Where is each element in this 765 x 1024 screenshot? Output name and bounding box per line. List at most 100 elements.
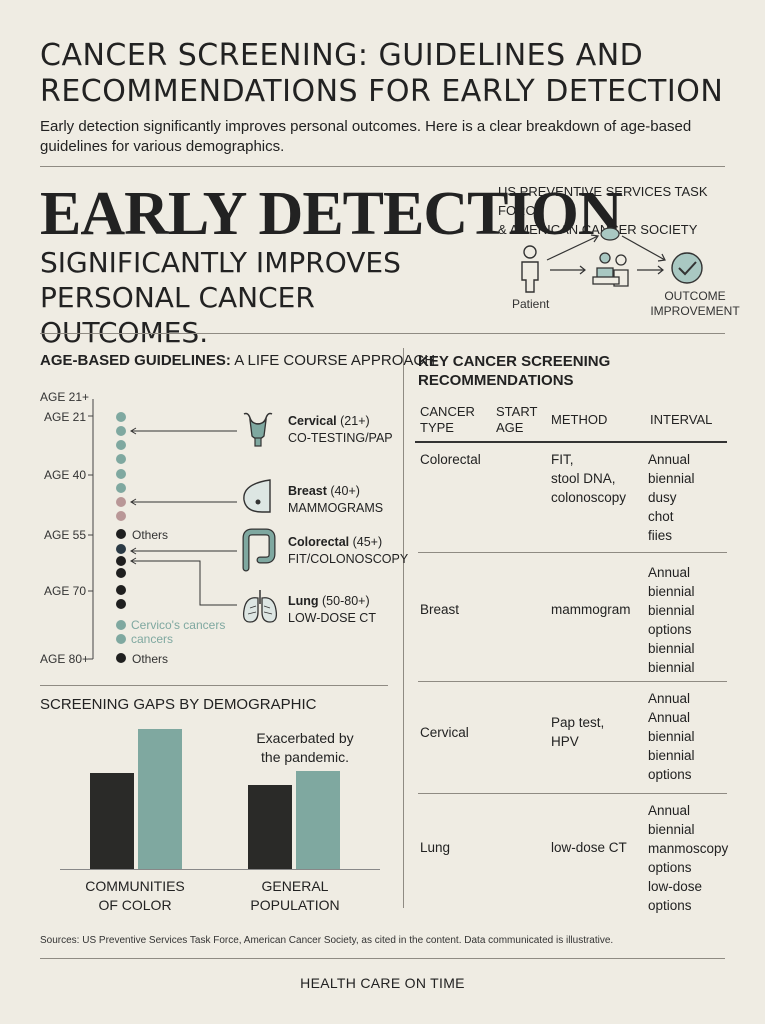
interval-line: biennial	[648, 641, 695, 656]
age-dot	[116, 511, 126, 521]
guideline-lung-age: (50-80+)	[318, 594, 370, 608]
col-header-start-line-2: AGE	[496, 420, 524, 435]
column-divider	[403, 348, 404, 908]
row-colorectal-interval: Annual biennial dusy chot fiies	[648, 450, 695, 545]
col-header-start-line-1: START	[496, 404, 538, 419]
guideline-lung: Lung (50-80+) LOW-DOSE CT	[288, 593, 376, 627]
subtitle-line-1: Early detection significantly improves p…	[40, 118, 692, 135]
guideline-breast-method: MAMMOGRAMS	[288, 501, 384, 515]
others-label-2: Others	[132, 652, 169, 666]
guideline-lung-name: Lung	[288, 594, 319, 608]
hero-subhead-line-2: PERSONAL CANCER OUTCOMES.	[40, 281, 315, 349]
legend-dot-cancers	[116, 634, 126, 644]
title-line-2: RECOMMENDATIONS FOR EARLY DETECTION	[40, 74, 724, 109]
outcome-label: OUTCOME IMPROVEMENT	[650, 289, 740, 319]
interval-line: options	[648, 767, 692, 782]
age-label-70: AGE 70	[44, 584, 87, 598]
method-line: Pap test,	[551, 715, 605, 730]
age-label-21: AGE 21	[44, 410, 87, 424]
table-heading-line-1: KEY CANCER SCREENING	[418, 353, 611, 370]
col-header-type-line-2: TYPE	[420, 420, 454, 435]
bar-1-0	[248, 785, 292, 870]
row-breast-type: Breast	[420, 602, 460, 617]
age-dot	[116, 497, 126, 507]
age-dot	[116, 556, 126, 566]
row-cervical-interval: Annual Annual biennial biennial options	[648, 689, 695, 784]
patient-icon	[521, 245, 539, 293]
outcome-label-line-2: IMPROVEMENT	[650, 304, 740, 318]
subtitle-line-2: guidelines for various demographics.	[40, 138, 285, 155]
bar-0-0	[90, 773, 134, 870]
row-colorectal-method: FIT, stool DNA, colonoscopy	[551, 450, 626, 507]
colon-icon	[242, 528, 276, 572]
patient-flow-diagram	[521, 227, 703, 293]
age-heading-rest: A LIFE COURSE APPROACH	[230, 352, 436, 369]
bar-label-communities: COMMUNITIES OF COLOR	[70, 877, 200, 915]
gaps-heading: SCREENING GAPS BY DEMOGRAPHIC	[40, 696, 317, 713]
outcome-label-line-1: OUTCOME	[664, 289, 726, 303]
row-breast-interval: Annual biennial biennial options biennia…	[648, 563, 695, 677]
others-label-1: Others	[132, 528, 169, 542]
footer-brand: HEALTH CARE ON TIME	[300, 975, 465, 991]
interval-line: biennial	[648, 822, 695, 837]
guideline-cervical-method: CO-TESTING/PAP	[288, 431, 393, 445]
age-dot	[116, 483, 126, 493]
divider-gaps	[40, 685, 388, 686]
interval-line: low-dose	[648, 879, 703, 894]
age-label-55: AGE 55	[44, 528, 87, 542]
interval-line: manmoscopy	[648, 841, 729, 856]
interval-line: biennial	[648, 584, 695, 599]
age-label-40: AGE 40	[44, 468, 87, 482]
bar-1-1	[296, 771, 340, 870]
method-line: HPV	[551, 734, 579, 749]
age-axis	[88, 399, 94, 660]
age-dot	[116, 529, 126, 539]
row-divider	[418, 681, 727, 682]
table-header-rule	[415, 441, 727, 443]
gaps-annotation-line-2: the pandemic.	[261, 749, 349, 765]
age-section-heading: AGE-BASED GUIDELINES: A LIFE COURSE APPR…	[40, 352, 435, 369]
hero-subhead: SIGNIFICANTLY IMPROVES PERSONAL CANCER O…	[40, 245, 490, 350]
method-line: FIT,	[551, 452, 574, 467]
col-header-type: CANCER TYPE	[420, 404, 475, 436]
outcome-check-icon	[671, 252, 703, 284]
hero-source-line-2: & AMERICAN CANCER SOCIETY	[498, 222, 698, 237]
age-dot	[116, 454, 126, 464]
patient-label: Patient	[512, 297, 550, 311]
guideline-cervical: Cervical (21+) CO-TESTING/PAP	[288, 413, 393, 447]
method-line: stool DNA,	[551, 471, 616, 486]
interval-line: biennial	[648, 660, 695, 675]
interval-line: biennial	[648, 748, 695, 763]
age-dot	[116, 599, 126, 609]
interval-line: Annual	[648, 710, 691, 725]
age-dot	[116, 440, 126, 450]
divider-footer	[40, 958, 725, 959]
gaps-annotation-line-1: Exacerbated by	[256, 730, 354, 746]
guideline-breast-name: Breast	[288, 484, 327, 498]
guideline-colorectal: Colorectal (45+) FIT/COLONOSCOPY	[288, 534, 408, 568]
screening-gaps-chart	[60, 729, 380, 870]
interval-line: biennial	[648, 603, 695, 618]
interval-line: chot	[648, 509, 674, 524]
interval-line: biennial	[648, 729, 695, 744]
legend-label-cervical: Cervico's cancers	[131, 618, 226, 632]
guideline-lung-method: LOW-DOSE CT	[288, 611, 376, 625]
guideline-colorectal-age: (45+)	[349, 535, 383, 549]
col-header-start-age: START AGE	[496, 404, 537, 436]
hero-headline: EARLY DETECTION	[40, 180, 623, 248]
divider-top	[40, 166, 725, 167]
age-dot	[116, 568, 126, 578]
legend-dot-cervical	[116, 620, 126, 630]
row-divider	[418, 793, 727, 794]
guideline-colorectal-name: Colorectal	[288, 535, 350, 549]
age-connectors	[130, 427, 237, 606]
interval-line: Annual	[648, 452, 691, 467]
col-header-type-line-1: CANCER	[420, 404, 475, 419]
interval-line: biennial	[648, 471, 695, 486]
page-title: CANCER SCREENING: GUIDELINES AND RECOMME…	[40, 38, 740, 110]
bar-label-communities-line-1: COMMUNITIES	[85, 878, 185, 894]
age-dot	[116, 426, 126, 436]
guideline-colorectal-method: FIT/COLONOSCOPY	[288, 552, 409, 566]
method-line: low-dose CT	[551, 840, 627, 855]
breast-icon	[243, 479, 271, 513]
